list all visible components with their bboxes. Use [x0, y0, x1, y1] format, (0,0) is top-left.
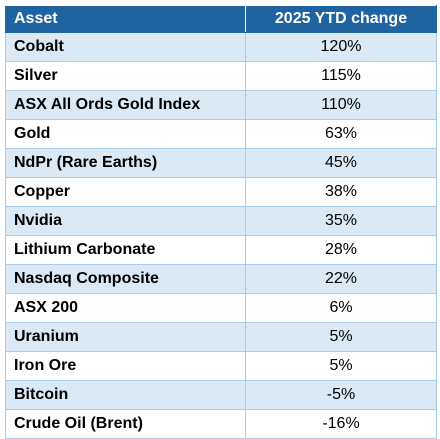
- ytd-change-cell: 115%: [245, 61, 437, 91]
- ytd-change-cell: -16%: [245, 409, 437, 439]
- table-row: ASX 200 6%: [5, 293, 437, 323]
- asset-name-cell: Uranium: [5, 322, 246, 352]
- ytd-change-cell: 28%: [245, 235, 437, 265]
- table-header-row: Asset 2025 YTD change: [5, 5, 437, 33]
- asset-name-cell: Iron Ore: [5, 351, 246, 381]
- asset-name-cell: Gold: [5, 119, 246, 149]
- ytd-change-cell: 110%: [245, 90, 437, 120]
- asset-name-cell: NdPr (Rare Earths): [5, 148, 246, 178]
- ytd-change-cell: 120%: [245, 32, 437, 62]
- asset-name-cell: Crude Oil (Brent): [5, 409, 246, 439]
- ytd-change-cell: 45%: [245, 148, 437, 178]
- table-row: Bitcoin -5%: [5, 380, 437, 410]
- table-row: Uranium 5%: [5, 322, 437, 352]
- table-row: Nvidia 35%: [5, 206, 437, 236]
- ytd-change-table: Asset 2025 YTD change Cobalt 120% Silver 11…: [5, 5, 437, 439]
- asset-name-cell: Copper: [5, 177, 246, 207]
- ytd-change-cell: 22%: [245, 264, 437, 294]
- ytd-change-cell: 6%: [245, 293, 437, 323]
- ytd-change-cell: 63%: [245, 119, 437, 149]
- table-row: Nasdaq Composite 22%: [5, 264, 437, 294]
- table-row: Iron Ore 5%: [5, 351, 437, 381]
- table-row: Cobalt 120%: [5, 32, 437, 62]
- ytd-change-cell: 5%: [245, 351, 437, 381]
- table-row: Silver 115%: [5, 61, 437, 91]
- table-row: Gold 63%: [5, 119, 437, 149]
- ytd-change-table-container: Asset 2025 YTD change Cobalt 120% Silver 11…: [5, 5, 437, 439]
- asset-name-cell: Silver: [5, 61, 246, 91]
- asset-name-cell: Nasdaq Composite: [5, 264, 246, 294]
- table-body: Cobalt 120% Silver 115% ASX All Ords Gold In…: [5, 32, 437, 439]
- table-row: NdPr (Rare Earths) 45%: [5, 148, 437, 178]
- table-row: ASX All Ords Gold Index 110%: [5, 90, 437, 120]
- column-header-change: 2025 YTD change: [245, 5, 437, 33]
- ytd-change-cell: 5%: [245, 322, 437, 352]
- table-row: Crude Oil (Brent) -16%: [5, 409, 437, 439]
- table-row: Copper 38%: [5, 177, 437, 207]
- asset-name-cell: Cobalt: [5, 32, 246, 62]
- ytd-change-cell: -5%: [245, 380, 437, 410]
- table-row: Lithium Carbonate 28%: [5, 235, 437, 265]
- column-header-asset: Asset: [5, 5, 246, 33]
- ytd-change-cell: 38%: [245, 177, 437, 207]
- asset-name-cell: ASX 200: [5, 293, 246, 323]
- asset-name-cell: Bitcoin: [5, 380, 246, 410]
- asset-name-cell: Lithium Carbonate: [5, 235, 246, 265]
- asset-name-cell: Nvidia: [5, 206, 246, 236]
- asset-name-cell: ASX All Ords Gold Index: [5, 90, 246, 120]
- ytd-change-cell: 35%: [245, 206, 437, 236]
